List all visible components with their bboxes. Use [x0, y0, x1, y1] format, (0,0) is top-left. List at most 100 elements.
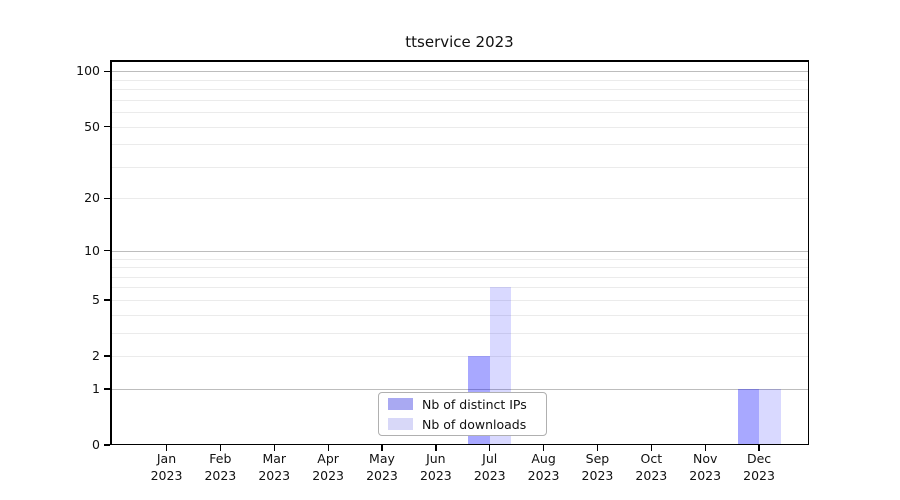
minor-gridline: [110, 299, 809, 301]
x-tick-mark: [273, 445, 275, 451]
x-tick-mark: [219, 445, 222, 451]
y-tick-mark: [104, 70, 110, 72]
plot-area: [110, 60, 809, 445]
y-tick-mark: [104, 355, 110, 357]
x-tick-mark: [542, 445, 545, 451]
x-tick-label: Jan 2023: [135, 451, 199, 484]
y-tick-mark: [104, 250, 110, 252]
x-tick-year: 2023: [150, 467, 183, 483]
x-tick-mark: [327, 445, 329, 451]
x-tick-mark: [381, 445, 383, 451]
x-tick-mark: [704, 445, 706, 451]
minor-gridline: [110, 276, 809, 278]
minor-gridline: [110, 287, 809, 289]
x-axis-spine: [110, 443, 809, 445]
x-tick-month: Apr: [317, 451, 339, 466]
x-tick-year: 2023: [204, 467, 237, 483]
minor-gridline: [110, 198, 809, 200]
x-tick-label: Dec 2023: [727, 451, 791, 484]
minor-gridline: [110, 332, 809, 334]
minor-gridline: [110, 112, 809, 114]
x-tick-month: Jun: [426, 451, 446, 466]
legend-label-downloads: Nb of downloads: [422, 416, 527, 432]
x-tick-year: 2023: [635, 467, 668, 483]
y-tick-label: 100: [76, 63, 100, 79]
major-gridline: [110, 388, 809, 390]
major-gridline: [110, 71, 809, 73]
minor-gridline: [110, 144, 809, 146]
top-spine: [110, 60, 809, 62]
legend-item-downloads: Nb of downloads: [388, 417, 537, 432]
legend-item-distinct-ips: Nb of distinct IPs: [388, 397, 537, 412]
y-tick-label: 1: [92, 380, 100, 396]
bar-distinct-ips: [737, 388, 760, 445]
minor-gridline: [110, 267, 809, 269]
x-tick-year: 2023: [527, 467, 560, 483]
x-tick-month: Oct: [640, 451, 663, 466]
y-tick-label: 50: [84, 118, 100, 134]
x-tick-year: 2023: [419, 467, 452, 483]
spine-layer: [110, 60, 809, 445]
x-tick-mark: [165, 445, 168, 451]
x-tick-mark: [758, 445, 760, 451]
y-tick-label: 0: [92, 437, 100, 452]
x-tick-month: Dec: [746, 451, 772, 466]
x-tick-label: Nov 2023: [673, 451, 737, 484]
x-tick-month: Jan: [156, 451, 177, 466]
x-tick-month: May: [369, 451, 395, 466]
grid-layer: [110, 60, 809, 445]
y-axis-spine: [110, 60, 112, 445]
minor-gridline: [110, 258, 809, 260]
y-tick-label: 20: [84, 190, 100, 206]
x-tick-year: 2023: [366, 467, 398, 483]
x-tick-month: Nov: [692, 451, 718, 466]
right-spine: [807, 60, 809, 445]
x-tick-month: Mar: [262, 451, 287, 466]
x-tick-year: 2023: [258, 467, 291, 483]
y-tick-mark: [104, 388, 110, 390]
y-tick-label: 5: [92, 291, 100, 307]
x-tick-mark: [650, 445, 653, 451]
x-tick-label: Jun 2023: [404, 451, 468, 484]
x-tick-year: 2023: [689, 467, 722, 483]
x-tick-month: Aug: [531, 451, 556, 466]
x-tick-year: 2023: [473, 467, 506, 483]
x-tick-year: 2023: [743, 467, 775, 483]
x-tick-label: Aug 2023: [512, 451, 576, 484]
x-tick-label: Jul 2023: [458, 451, 522, 484]
minor-gridline: [110, 126, 809, 128]
y-tick-mark: [104, 299, 110, 301]
major-gridline: [110, 250, 809, 252]
y-tick-mark: [104, 444, 110, 446]
x-tick-label: May 2023: [350, 451, 414, 484]
y-tick-label: 10: [84, 242, 100, 258]
x-tick-year: 2023: [581, 467, 614, 483]
minor-gridline: [110, 89, 809, 91]
x-tick-mark: [489, 445, 491, 451]
chart-title: ttservice 2023: [405, 33, 514, 51]
minor-gridline: [110, 79, 809, 81]
y-tick-mark: [104, 125, 110, 128]
x-tick-mark: [596, 445, 599, 451]
legend-swatch-downloads: [388, 418, 413, 430]
y-tick-mark: [104, 197, 110, 200]
minor-gridline: [110, 166, 809, 168]
x-tick-month: Feb: [209, 451, 232, 466]
y-tick-label: 2: [92, 348, 100, 364]
minor-gridline: [110, 314, 809, 316]
legend-swatch-distinct-ips: [388, 398, 413, 410]
x-tick-year: 2023: [312, 467, 345, 483]
x-tick-label: Oct 2023: [619, 451, 683, 484]
x-tick-month: Jul: [482, 451, 498, 466]
minor-gridline: [110, 99, 809, 101]
x-tick-label: Apr 2023: [296, 451, 360, 484]
legend: Nb of distinct IPs Nb of downloads: [378, 392, 547, 436]
bar-downloads: [759, 388, 781, 445]
minor-gridline: [110, 356, 809, 358]
x-tick-label: Mar 2023: [242, 451, 306, 484]
x-tick-label: Feb 2023: [188, 451, 252, 484]
x-tick-label: Sep 2023: [565, 451, 629, 484]
x-tick-month: Sep: [585, 451, 610, 466]
x-tick-mark: [435, 445, 437, 451]
